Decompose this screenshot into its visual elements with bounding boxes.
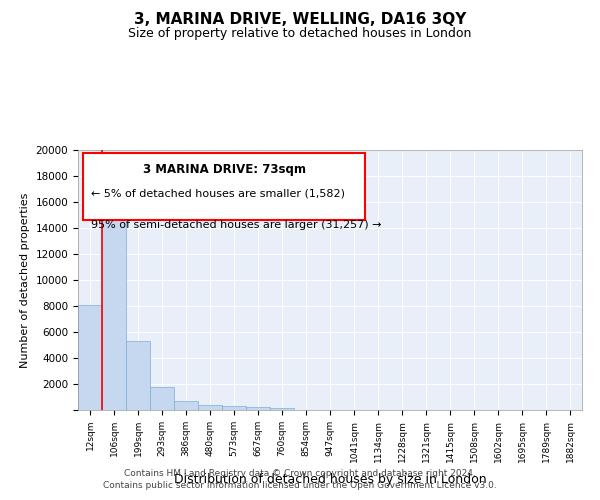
Bar xyxy=(102,194,126,410)
Bar xyxy=(126,341,150,410)
Text: 95% of semi-detached houses are larger (31,257) →: 95% of semi-detached houses are larger (… xyxy=(91,220,381,230)
Bar xyxy=(246,407,270,410)
Bar xyxy=(78,304,102,410)
Text: ← 5% of detached houses are smaller (1,582): ← 5% of detached houses are smaller (1,5… xyxy=(91,189,344,199)
Bar xyxy=(222,406,246,410)
Bar xyxy=(174,401,198,410)
Text: Contains HM Land Registry data © Crown copyright and database right 2024.
Contai: Contains HM Land Registry data © Crown c… xyxy=(103,468,497,490)
Bar xyxy=(150,387,174,410)
FancyBboxPatch shape xyxy=(83,152,365,220)
Bar xyxy=(270,408,294,410)
X-axis label: Distribution of detached houses by size in London: Distribution of detached houses by size … xyxy=(173,473,487,486)
Text: 3, MARINA DRIVE, WELLING, DA16 3QY: 3, MARINA DRIVE, WELLING, DA16 3QY xyxy=(134,12,466,28)
Text: Size of property relative to detached houses in London: Size of property relative to detached ho… xyxy=(128,28,472,40)
Bar xyxy=(198,406,222,410)
Y-axis label: Number of detached properties: Number of detached properties xyxy=(20,192,30,368)
Text: 3 MARINA DRIVE: 73sqm: 3 MARINA DRIVE: 73sqm xyxy=(143,163,305,176)
